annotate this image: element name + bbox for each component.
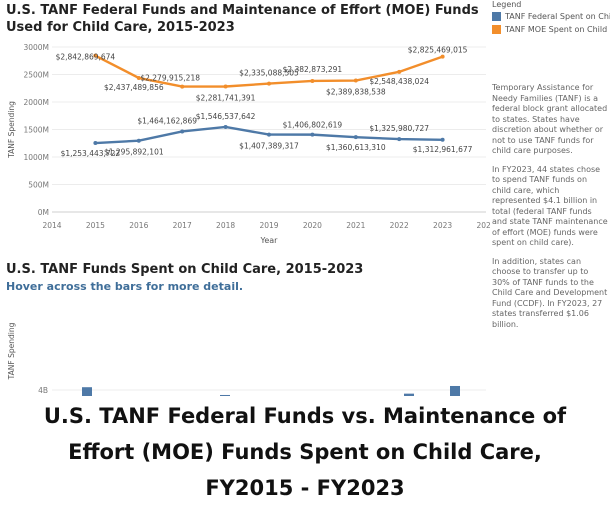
y-axis-label: TANF Spending [7,322,16,380]
data-point [440,137,445,142]
data-label: $1,546,537,642 [196,112,256,121]
data-point [440,54,445,59]
figure-caption: U.S. TANF Federal Funds vs. Maintenance … [0,398,610,506]
data-label: $1,325,980,727 [369,124,429,133]
data-label: $1,464,162,869 [137,116,197,125]
data-label: $1,360,613,310 [326,143,386,152]
sidebar-paragraph: Temporary Assistance for Needy Families … [492,83,608,155]
legend-title: Legend [492,0,522,9]
legend-label-federal: TANF Federal Spent on Chil... [505,12,610,21]
data-label: $2,548,438,024 [369,77,429,86]
data-point [267,132,271,137]
y-tick-label: 500M [28,181,49,190]
bar-segment-federal [404,393,414,396]
bar-segment-federal [220,394,230,396]
x-axis-label: Year [260,236,279,245]
data-label: $2,281,741,391 [196,94,256,103]
x-tick-label: 2023 [433,221,452,230]
data-point [397,69,402,74]
caption-line-1: U.S. TANF Federal Funds vs. Maintenance … [43,404,567,428]
bar-chart-title: U.S. TANF Funds Spent on Child Care, 201… [6,262,364,277]
data-label: $1,295,892,101 [104,148,164,157]
data-label: $2,279,915,218 [140,74,200,83]
data-point [136,138,141,143]
data-label: $1,406,802,619 [283,121,343,130]
x-tick-label: 2017 [173,221,192,230]
data-point [223,124,228,129]
x-tick-label: 2021 [346,221,365,230]
y-tick-label: 4B [38,386,48,395]
data-point [267,81,271,86]
legend-swatch-moe [492,25,501,34]
bar-chart[interactable]: 4B3B2BTANF Spending [0,296,490,396]
data-point [397,137,402,142]
data-label: $2,389,838,538 [326,88,386,97]
data-point [136,75,141,80]
data-label: $2,382,873,291 [283,65,343,74]
data-point [180,129,185,134]
x-tick-label: 2018 [216,221,235,230]
legend-label-moe: TANF MOE Spent on Child C... [505,25,610,34]
sidebar-paragraph: In FY2023, 44 states chose to spend TANF… [492,164,608,248]
x-tick-label: 2019 [259,221,278,230]
data-label: $1,312,961,677 [413,145,473,154]
legend-swatch-federal [492,12,501,21]
x-tick-label: 2020 [303,221,322,230]
data-label: $2,825,469,015 [408,46,468,55]
bar-segment-federal [450,385,460,396]
y-tick-label: 1000M [23,153,49,162]
data-label: $2,842,869,674 [56,53,116,62]
data-label: $1,407,389,317 [239,142,299,151]
caption-line-2: Effort (MOE) Funds Spent on Child Care, [68,440,542,464]
sidebar-notes: Temporary Assistance for Needy Families … [492,83,608,338]
y-tick-label: 1500M [23,126,49,135]
y-tick-label: 2000M [23,98,49,107]
y-tick-label: 0M [38,208,49,217]
data-label: $2,335,088,505 [239,69,299,78]
line-chart-title: U.S. TANF Federal Funds and Maintenance … [6,3,479,35]
y-tick-label: 3000M [23,43,49,52]
bar-segment-federal [82,387,92,396]
data-point [353,135,358,140]
sidebar-paragraph: In addition, states can choose to transf… [492,256,608,329]
x-tick-label: 2024 [476,221,490,230]
legend-item-federal[interactable]: TANF Federal Spent on Chil... [492,12,610,21]
data-point [310,78,315,83]
y-tick-label: 2500M [23,71,49,80]
data-point [310,132,315,137]
data-label: $1,253,443,722 [61,149,121,158]
legend: Legend TANF Federal Spent on Chil... TAN… [492,0,610,38]
x-tick-label: 2014 [42,221,61,230]
x-tick-label: 2022 [390,221,409,230]
legend-item-moe[interactable]: TANF MOE Spent on Child C... [492,25,610,34]
x-tick-label: 2015 [86,221,105,230]
bar-chart-subtitle: Hover across the bars for more detail. [6,280,244,293]
y-axis-label: TANF Spending [7,101,16,159]
data-point [180,84,185,89]
line-chart[interactable]: 3000M 2500M 2000M 1500M 1000M 500M 0M 2014 2015 2… [0,0,490,255]
data-label: $2,437,489,856 [104,83,164,92]
data-point [223,84,228,89]
data-point [353,78,358,83]
caption-line-3: FY2015 - FY2023 [205,476,405,500]
data-point [93,141,98,146]
data-point [93,53,98,58]
x-tick-label: 2016 [129,221,148,230]
